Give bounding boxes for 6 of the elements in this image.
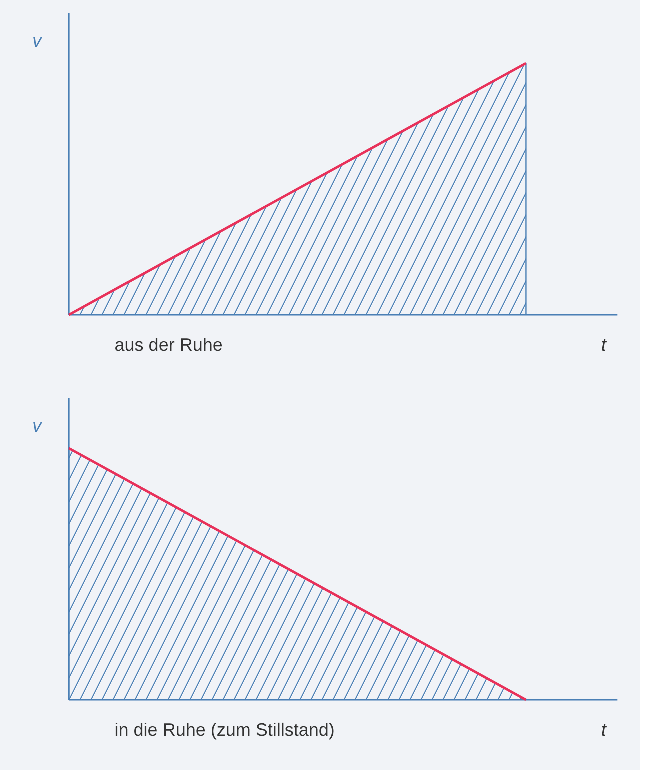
- x-axis-title: t: [601, 335, 608, 356]
- y-axis-title: v: [32, 30, 43, 51]
- y-axis-title: v: [32, 416, 43, 436]
- text: aus der Ruhe: [114, 335, 223, 356]
- text: in die Ruhe (zum Stillstand): [114, 720, 335, 740]
- x-axis-title: t: [601, 720, 608, 740]
